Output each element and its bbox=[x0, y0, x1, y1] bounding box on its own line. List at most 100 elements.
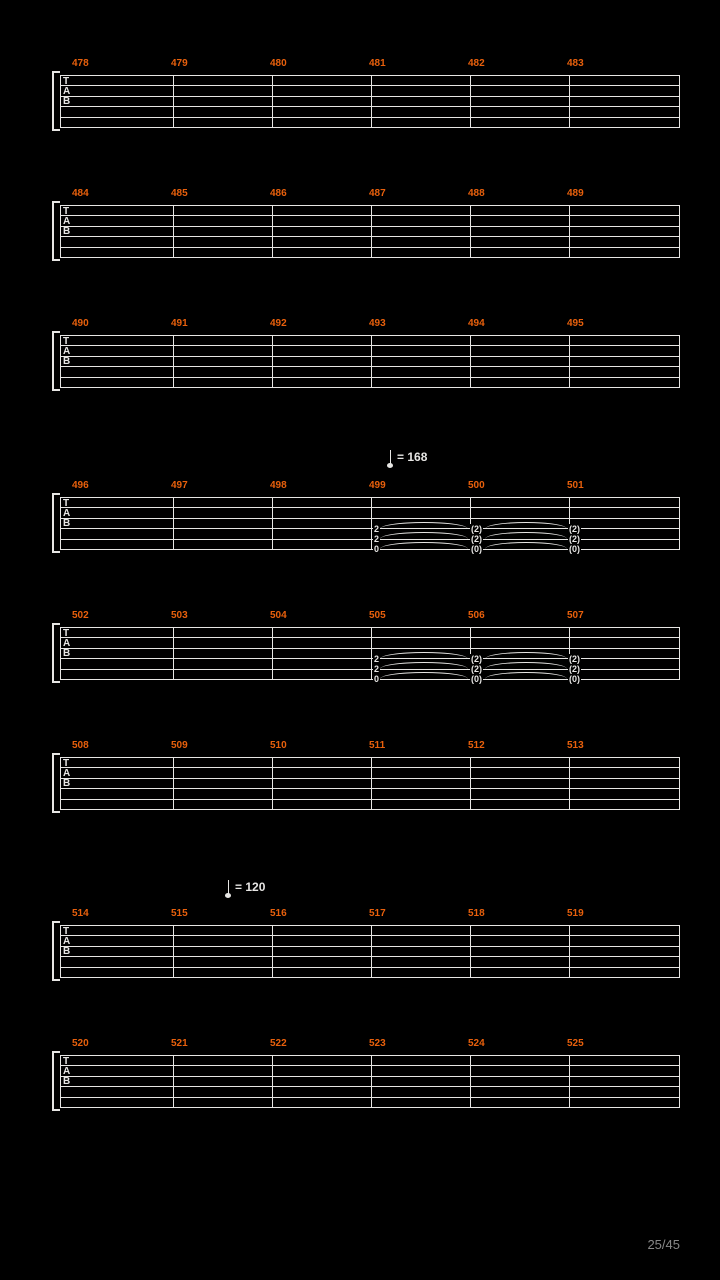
tab-staff: TAB bbox=[60, 205, 680, 257]
tab-system: 514515516517518519TAB bbox=[60, 908, 680, 977]
staff-line bbox=[60, 627, 680, 628]
staff-bracket bbox=[52, 201, 60, 261]
staff-bracket bbox=[52, 753, 60, 813]
tab-staff: TAB bbox=[60, 75, 680, 127]
staff-line bbox=[60, 528, 680, 529]
measure-number: 480 bbox=[270, 58, 369, 69]
staff-line bbox=[60, 757, 680, 758]
measure-number: 500 bbox=[468, 480, 567, 491]
barline bbox=[272, 757, 273, 809]
barline bbox=[371, 1055, 372, 1107]
staff-line bbox=[60, 345, 680, 346]
staff-line bbox=[60, 1055, 680, 1056]
tie-arc bbox=[380, 672, 468, 679]
tab-system: 520521522523524525 TAB bbox=[60, 1038, 680, 1107]
staff-line bbox=[60, 75, 680, 76]
measure-number-row: 490491492493494495 bbox=[60, 318, 680, 329]
measure-number: 518 bbox=[468, 908, 567, 919]
tie-arc bbox=[380, 662, 468, 669]
barline bbox=[470, 925, 471, 977]
staff-line bbox=[60, 106, 680, 107]
tie-arc bbox=[485, 662, 567, 669]
tie-arc bbox=[485, 652, 567, 659]
tempo-value: = 168 bbox=[397, 450, 427, 464]
measure-number: 504 bbox=[270, 610, 369, 621]
staff-bracket bbox=[52, 331, 60, 391]
measure-number: 491 bbox=[171, 318, 270, 329]
measure-number: 478 bbox=[72, 58, 171, 69]
tab-clef-label: TAB bbox=[63, 207, 70, 237]
barline bbox=[272, 497, 273, 549]
barline bbox=[173, 497, 174, 549]
measure-number: 490 bbox=[72, 318, 171, 329]
staff-line bbox=[60, 236, 680, 237]
staff-line bbox=[60, 809, 680, 810]
staff-bracket bbox=[52, 493, 60, 553]
measure-number-row: 496497498499500501 bbox=[60, 480, 680, 491]
measure-number: 509 bbox=[171, 740, 270, 751]
barline bbox=[60, 757, 61, 809]
measure-number: 516 bbox=[270, 908, 369, 919]
tempo-marking: = 168 bbox=[390, 450, 427, 464]
measure-number: 493 bbox=[369, 318, 468, 329]
barline bbox=[60, 925, 61, 977]
staff-line bbox=[60, 669, 680, 670]
staff-line bbox=[60, 1107, 680, 1108]
staff-line bbox=[60, 658, 680, 659]
barline bbox=[569, 335, 570, 387]
barline bbox=[272, 205, 273, 257]
barline bbox=[679, 757, 680, 809]
barline bbox=[470, 75, 471, 127]
barline bbox=[569, 205, 570, 257]
tab-clef-label: TAB bbox=[63, 337, 70, 367]
barline bbox=[470, 1055, 471, 1107]
barline bbox=[173, 75, 174, 127]
barline bbox=[272, 75, 273, 127]
tempo-marking: = 120 bbox=[228, 880, 265, 894]
tempo-value: = 120 bbox=[235, 880, 265, 894]
tie-arc bbox=[380, 532, 468, 539]
staff-line bbox=[60, 335, 680, 336]
measure-number: 494 bbox=[468, 318, 567, 329]
barline bbox=[60, 627, 61, 679]
staff-line bbox=[60, 956, 680, 957]
staff-line bbox=[60, 967, 680, 968]
measure-number: 521 bbox=[171, 1038, 270, 1049]
measure-number: 514 bbox=[72, 908, 171, 919]
staff-bracket bbox=[52, 623, 60, 683]
measure-number: 488 bbox=[468, 188, 567, 199]
measure-number: 479 bbox=[171, 58, 270, 69]
tab-clef-label: TAB bbox=[63, 927, 70, 957]
measure-number: 519 bbox=[567, 908, 666, 919]
tab-staff: TAB bbox=[60, 1055, 680, 1107]
fret-numbers: (2)(2)(0) bbox=[568, 524, 581, 554]
barline bbox=[679, 497, 680, 549]
staff-line bbox=[60, 767, 680, 768]
tab-system: 484485486487488489TAB bbox=[60, 188, 680, 257]
tie-arc bbox=[380, 542, 468, 549]
staff-line bbox=[60, 215, 680, 216]
measure-number: 512 bbox=[468, 740, 567, 751]
staff-line bbox=[60, 96, 680, 97]
tab-staff: TAB220(2)(2)(0)(2)(2)(0) bbox=[60, 497, 680, 549]
barline bbox=[679, 1055, 680, 1107]
measure-number: 489 bbox=[567, 188, 666, 199]
measure-number: 505 bbox=[369, 610, 468, 621]
measure-number: 523 bbox=[369, 1038, 468, 1049]
measure-number: 483 bbox=[567, 58, 666, 69]
measure-number: 497 bbox=[171, 480, 270, 491]
barline bbox=[470, 757, 471, 809]
barline bbox=[173, 1055, 174, 1107]
measure-number-row: 520521522523524525 bbox=[60, 1038, 680, 1049]
tab-system: 490491492493494495 TAB bbox=[60, 318, 680, 387]
staff-line bbox=[60, 117, 680, 118]
measure-number: 510 bbox=[270, 740, 369, 751]
barline bbox=[470, 335, 471, 387]
measure-number: 525 bbox=[567, 1038, 666, 1049]
staff-line bbox=[60, 85, 680, 86]
staff-line bbox=[60, 539, 680, 540]
measure-number: 515 bbox=[171, 908, 270, 919]
barline bbox=[371, 75, 372, 127]
barline bbox=[371, 627, 372, 679]
staff-line bbox=[60, 946, 680, 947]
